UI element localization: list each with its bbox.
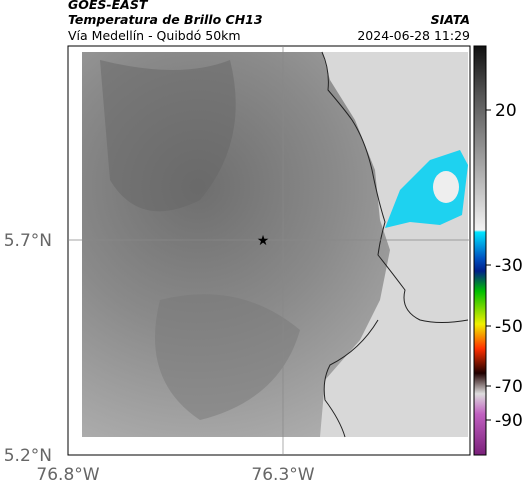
map: ★	[67, 45, 471, 456]
lon-label: 76.8°W	[36, 465, 99, 485]
source: GOES-EAST	[68, 0, 149, 12]
org: SIATA	[431, 12, 470, 27]
colorbar-tick-label: -70	[495, 377, 523, 397]
star: ★	[257, 233, 270, 249]
colorbar-tick-label: -30	[495, 256, 523, 276]
colorbar	[473, 45, 487, 456]
lat-label: 5.7°N	[4, 231, 52, 251]
subtitle: Vía Medellín - Quibdó 50km	[68, 28, 241, 43]
colorbar-tick-label: 20	[495, 101, 517, 121]
lat-label: 5.2°N	[4, 446, 52, 466]
timestamp: 2024-06-28 11:29	[357, 28, 470, 43]
title: Temperatura de Brillo CH13	[68, 12, 263, 27]
colorbar-tick-label: -90	[495, 411, 523, 431]
lon-label: 76.3°W	[251, 465, 314, 485]
colorbar-tick-label: -50	[495, 317, 523, 337]
